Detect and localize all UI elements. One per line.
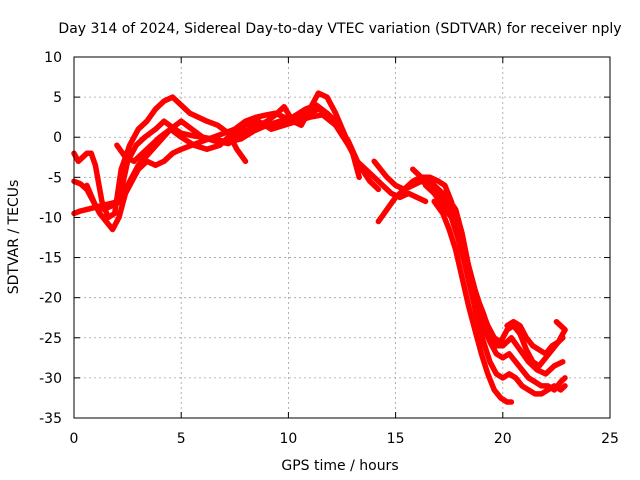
series-line-arc-8 (410, 166, 566, 369)
y-tick-label: 0 (53, 130, 62, 146)
y-tick-label: -20 (39, 291, 62, 307)
y-tick-label: -15 (39, 251, 62, 267)
y-axis-title: SDTVAR / TECUs (6, 180, 22, 295)
x-axis-title: GPS time / hours (281, 458, 398, 474)
series-line-arc-3 (71, 94, 249, 221)
series-line-arc-12 (553, 318, 568, 333)
y-tick-label: 10 (44, 50, 62, 66)
y-tick-label: -5 (48, 170, 62, 186)
x-tick-label: 0 (70, 431, 79, 447)
chart-title: Day 314 of 2024, Sidereal Day-to-day VTE… (58, 21, 621, 37)
series-line-arc-11 (504, 318, 568, 357)
x-tick-label: 10 (279, 431, 297, 447)
series-line-arc-5 (114, 112, 429, 205)
x-tick-label: 5 (177, 431, 186, 447)
plot-frame (73, 56, 611, 419)
x-tick-label: 20 (494, 431, 512, 447)
series-group (71, 90, 568, 405)
y-tick-label: -25 (39, 331, 62, 347)
axis-ticks: 0 5 10 15 20 25 10 5 0 -5 -10 -15 -20 -25 -30 -35 (39, 50, 619, 447)
x-tick-label: 25 (601, 431, 619, 447)
series-line-arc-10 (431, 198, 515, 405)
y-tick-label: -35 (39, 411, 62, 427)
series-line-arc-9 (422, 182, 568, 397)
y-tick-label: 5 (53, 90, 62, 106)
y-tick-label: -10 (39, 210, 62, 226)
y-tick-label: -30 (39, 371, 62, 387)
x-tick-label: 15 (387, 431, 405, 447)
